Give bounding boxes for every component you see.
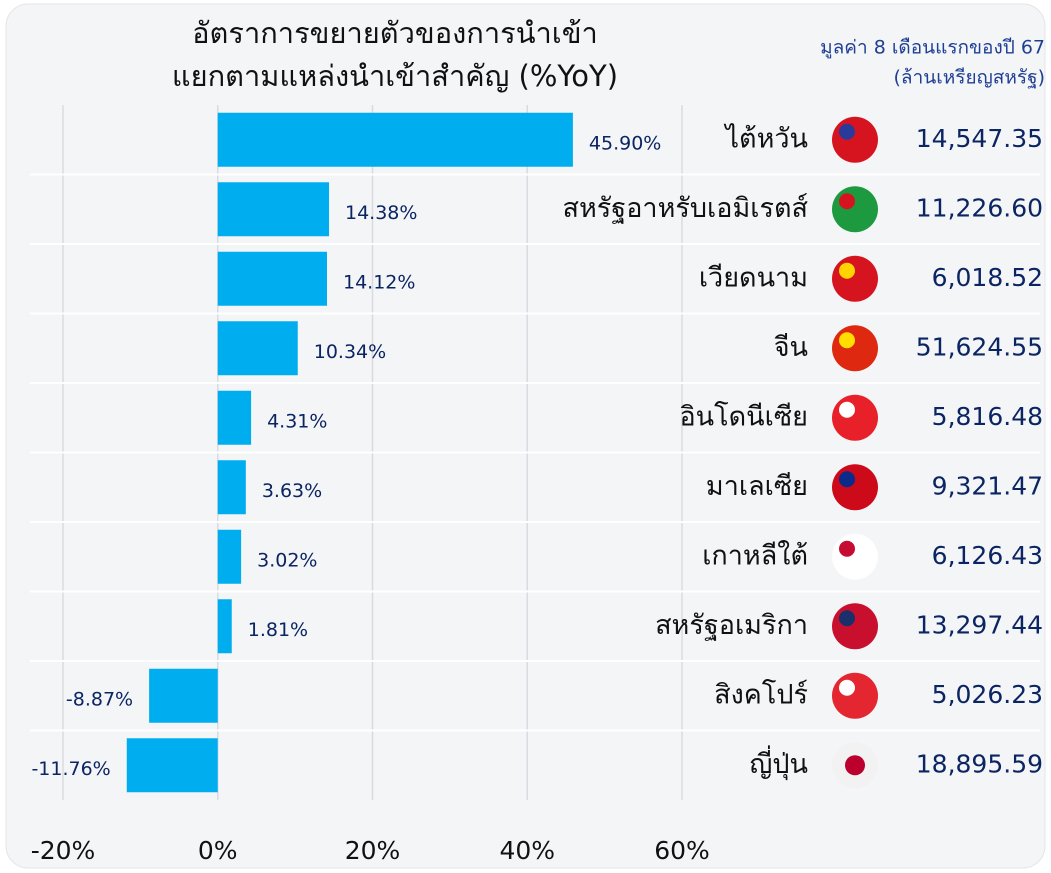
flag-detail <box>839 679 855 696</box>
import-value: 5,026.23 <box>932 680 1043 709</box>
import-value: 9,321.47 <box>932 471 1043 500</box>
value-label: 14.38% <box>345 202 417 224</box>
import-value: 6,018.52 <box>932 263 1043 292</box>
value-label: 45.90% <box>589 132 661 154</box>
category-label: จีน <box>774 332 808 363</box>
category-label: อินโดนีเซีย <box>679 401 808 432</box>
value-label: 3.63% <box>262 480 322 502</box>
category-label: สิงคโปร์ <box>714 678 808 710</box>
flag-icon <box>832 603 878 650</box>
x-tick-label: 20% <box>345 836 401 865</box>
x-tick-label: -20% <box>31 836 96 865</box>
category-label: เกาหลีใต้ <box>702 539 808 571</box>
subtitle: มูลค่า 8 เดือนแรกของปี 67 <box>820 37 1045 59</box>
import-value: 5,816.48 <box>932 402 1043 431</box>
flag-detail <box>839 193 855 210</box>
flag-icon <box>832 325 878 372</box>
x-tick-label: 60% <box>654 836 710 865</box>
flag-detail <box>845 755 865 776</box>
bar <box>149 668 218 723</box>
import-value: 51,624.55 <box>916 332 1043 361</box>
bar <box>217 529 242 584</box>
category-label: สหรัฐอาหรับเอมิเรตส์ <box>563 192 808 224</box>
bar <box>217 112 573 167</box>
flag-detail <box>839 610 855 627</box>
bar <box>126 738 218 793</box>
flag-icon <box>832 116 878 163</box>
value-label: -11.76% <box>31 758 110 780</box>
value-label: -8.87% <box>66 688 133 710</box>
flag-icon <box>832 394 878 441</box>
x-tick-label: 0% <box>198 836 238 865</box>
flag-detail <box>839 401 855 418</box>
chart-title: แยกตามแหล่งนำเข้าสำคัญ (%YoY) <box>172 59 618 93</box>
flag-icon <box>832 464 878 511</box>
flag-detail <box>839 332 855 349</box>
value-label: 4.31% <box>267 410 327 432</box>
x-tick-label: 40% <box>499 836 555 865</box>
flag-detail <box>839 540 855 557</box>
bar <box>217 599 232 654</box>
category-label: สหรัฐอเมริกา <box>655 610 808 641</box>
flag-icon <box>832 672 878 719</box>
value-label: 3.02% <box>257 549 317 571</box>
flag-detail <box>839 471 855 488</box>
import-value: 13,297.44 <box>916 610 1043 639</box>
value-label: 10.34% <box>314 341 386 363</box>
import-value: 6,126.43 <box>932 541 1043 570</box>
bar <box>217 321 298 376</box>
category-label: ไต้หวัน <box>723 123 808 154</box>
category-label: มาเลเซีย <box>706 471 808 502</box>
import-value: 11,226.60 <box>916 193 1043 222</box>
chart-title: อัตราการขยายตัวของการนำเข้า <box>192 16 598 50</box>
category-label: เวียดนาม <box>699 262 808 293</box>
bar <box>217 390 252 445</box>
bar <box>217 182 330 237</box>
flag-icon <box>832 186 878 233</box>
category-label: ญี่ปุ่น <box>749 745 808 781</box>
bar <box>217 251 328 306</box>
value-label: 14.12% <box>343 271 415 293</box>
flag-detail <box>839 262 855 279</box>
import-value: 18,895.59 <box>916 749 1043 778</box>
flag-icon <box>832 255 878 302</box>
import-value: 14,547.35 <box>916 124 1043 153</box>
flag-icon <box>832 533 878 580</box>
flag-detail <box>839 123 855 140</box>
bar <box>217 460 246 515</box>
subtitle: (ล้านเหรียญสหรัฐ) <box>894 67 1045 89</box>
value-label: 1.81% <box>248 619 308 641</box>
